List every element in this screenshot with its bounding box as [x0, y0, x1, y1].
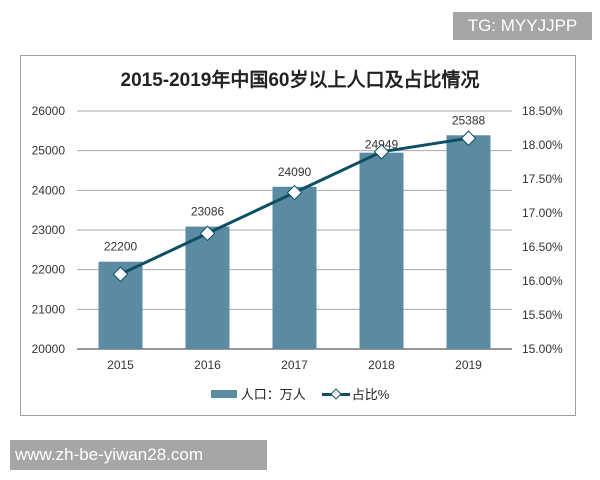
line-point	[286, 184, 303, 201]
bar-data-label: 25388	[452, 113, 486, 127]
watermark-top: TG: MYYJJPP	[453, 12, 592, 40]
chart-frame	[20, 55, 576, 416]
bar-data-label: 23086	[191, 205, 225, 219]
legend-line-label: 占比%	[351, 387, 390, 402]
y-left-tick-label: 20000	[32, 342, 66, 356]
bar	[272, 186, 317, 349]
chart-title: 2015-2019年中国60岁以上人口及占比情况	[120, 70, 480, 91]
y-right-tick-label: 15.00%	[522, 342, 563, 356]
y-left-tick-label: 23000	[32, 223, 66, 237]
x-tick-label: 2019	[455, 358, 482, 372]
y-left-tick-label: 22000	[32, 263, 66, 277]
x-tick-label: 2018	[368, 358, 395, 372]
line-point	[112, 266, 129, 282]
bar-data-label: 22200	[104, 240, 138, 254]
y-left-tick-label: 26000	[32, 104, 66, 118]
legend-bar-swatch	[210, 389, 237, 398]
y-right-tick-label: 16.50%	[522, 240, 563, 254]
y-right-tick-label: 15.50%	[522, 308, 563, 322]
y-right-tick-label: 16.00%	[522, 274, 563, 288]
x-tick-label: 2017	[281, 358, 308, 372]
legend-line-swatch	[321, 389, 350, 399]
bar	[446, 135, 491, 349]
y-left-tick-label: 25000	[32, 144, 66, 158]
legend: 人口：万人 占比%	[0, 384, 600, 403]
line-point	[373, 144, 390, 160]
line-point	[199, 225, 216, 242]
y-left-tick-label: 21000	[32, 302, 66, 316]
legend-bar-label: 人口：万人	[240, 387, 306, 402]
watermark-bottom: www.zh-be-yiwan28.com	[10, 440, 267, 470]
line-point	[460, 130, 477, 146]
y-right-tick-label: 17.00%	[522, 206, 563, 220]
y-right-tick-label: 18.00%	[522, 138, 563, 152]
y-left-tick-label: 24000	[32, 183, 66, 197]
x-tick-label: 2016	[194, 358, 221, 372]
x-tick-label: 2015	[107, 358, 134, 372]
bar	[359, 152, 404, 349]
y-right-tick-label: 18.50%	[522, 104, 563, 118]
bar-data-label: 24090	[278, 165, 312, 179]
bar	[185, 226, 230, 349]
y-right-tick-label: 17.50%	[522, 172, 563, 186]
